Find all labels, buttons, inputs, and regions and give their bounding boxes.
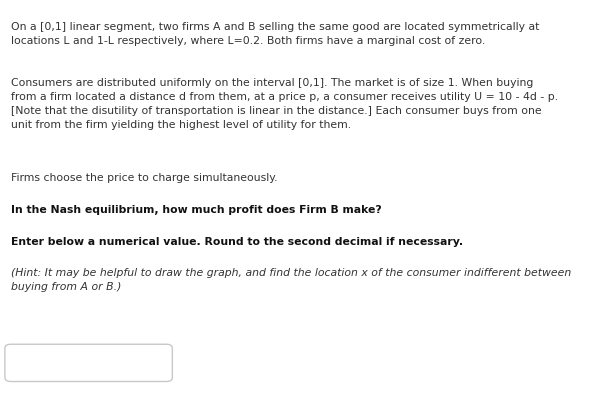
- Text: On a [0,1] linear segment, two firms A and B selling the same good are located s: On a [0,1] linear segment, two firms A a…: [11, 22, 540, 46]
- Text: In the Nash equilibrium, how much profit does Firm B make?: In the Nash equilibrium, how much profit…: [11, 205, 382, 215]
- Text: (Hint: It may be helpful to draw the graph, and find the location x of the consu: (Hint: It may be helpful to draw the gra…: [11, 268, 571, 292]
- Text: Firms choose the price to charge simultaneously.: Firms choose the price to charge simulta…: [11, 173, 278, 183]
- Text: Consumers are distributed uniformly on the interval [0,1]. The market is of size: Consumers are distributed uniformly on t…: [11, 78, 558, 130]
- Text: Enter below a numerical value. Round to the second decimal if necessary.: Enter below a numerical value. Round to …: [11, 237, 463, 247]
